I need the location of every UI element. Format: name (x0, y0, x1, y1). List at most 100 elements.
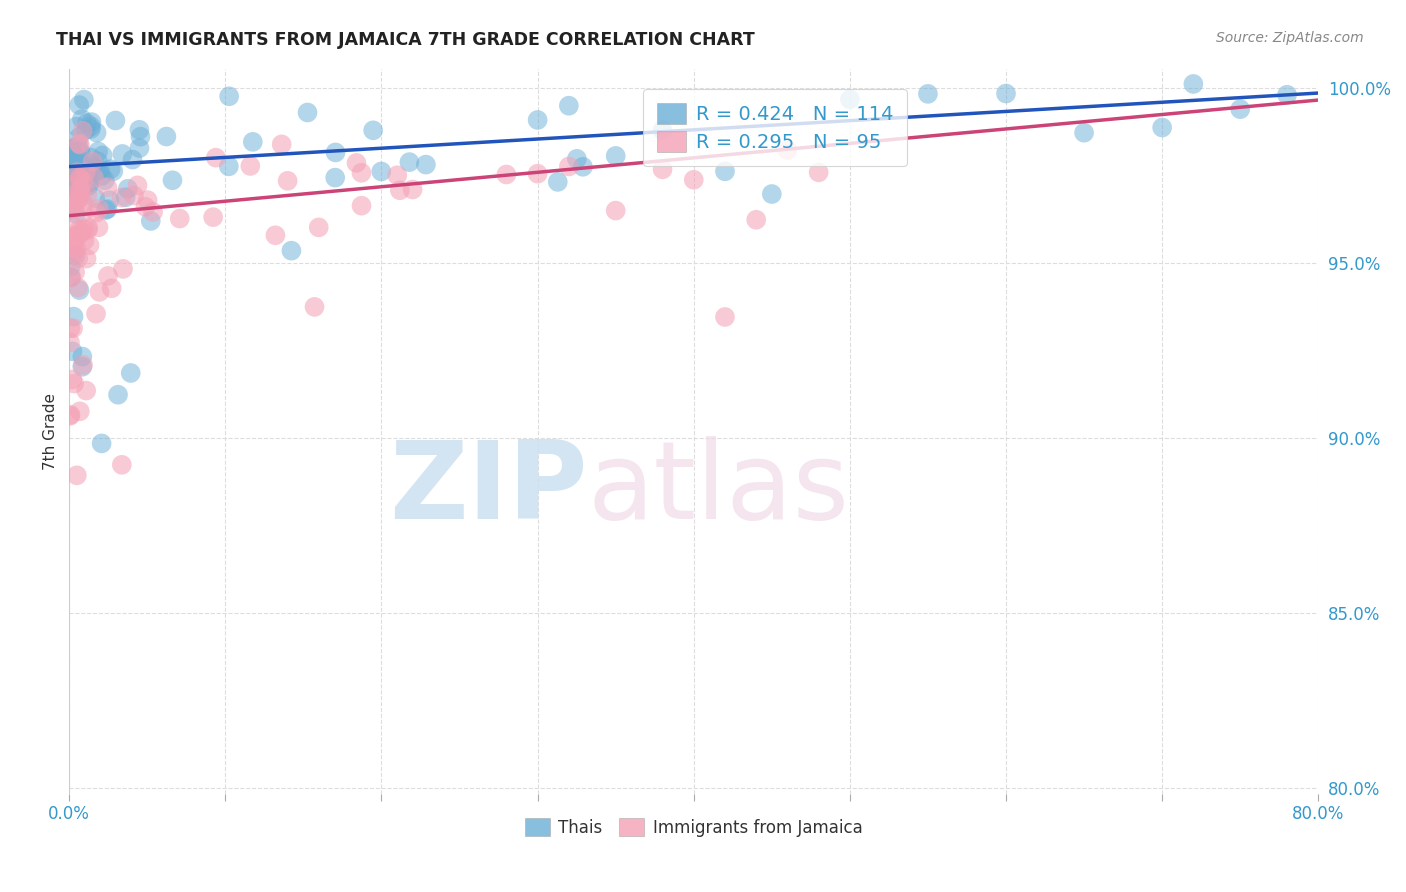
Point (73, 234, 96, 248)
Point (66, 165, 89, 179)
Point (62, 321, 84, 335)
Point (87, 145, 110, 159)
Point (62, 247, 84, 261)
Point (59, 181, 82, 195)
Point (398, 155, 420, 169)
Point (72, 358, 94, 372)
Point (59, 188, 82, 202)
Point (114, 190, 136, 204)
Point (65, 242, 87, 256)
Point (83, 170, 105, 185)
Point (169, 211, 191, 226)
Point (73, 163, 96, 178)
Point (87, 154, 110, 169)
Point (89, 285, 111, 299)
Point (110, 190, 132, 204)
Point (297, 105, 319, 120)
Point (96, 202, 118, 216)
Point (70, 166, 93, 180)
Text: atlas: atlas (588, 436, 849, 542)
Point (605, 149, 627, 163)
Point (387, 168, 409, 182)
Point (838, 92, 860, 106)
Point (65, 120, 87, 134)
Point (111, 147, 134, 161)
Point (128, 122, 150, 136)
Point (97, 268, 120, 283)
Point (75, 123, 97, 137)
Point (91, 148, 114, 162)
Point (415, 158, 437, 172)
Point (59, 191, 82, 205)
Point (77, 161, 100, 176)
Point (558, 160, 581, 174)
Point (72, 124, 94, 138)
Point (495, 168, 517, 182)
Point (129, 129, 152, 144)
Point (89, 163, 111, 178)
Point (60, 145, 83, 159)
Point (218, 89, 240, 103)
Point (67, 136, 90, 151)
Point (69, 404, 91, 418)
Point (72, 206, 94, 220)
Point (558, 99, 581, 113)
Point (80, 115, 103, 129)
Point (69, 172, 91, 186)
Point (73, 93, 96, 107)
Point (120, 366, 142, 380)
Point (121, 153, 143, 167)
Point (995, 87, 1018, 101)
Point (63, 177, 86, 191)
Point (82, 154, 104, 169)
Point (270, 137, 292, 152)
Point (67, 188, 90, 202)
Point (59, 203, 82, 218)
Point (63, 241, 86, 255)
Point (111, 261, 134, 276)
Point (63, 376, 86, 391)
Point (103, 164, 125, 178)
Point (75, 165, 97, 179)
Point (1275, 87, 1298, 102)
Point (86, 164, 108, 178)
Point (605, 203, 627, 218)
Point (72, 174, 94, 188)
Point (346, 156, 368, 170)
Point (239, 159, 262, 173)
Point (76, 187, 98, 202)
Text: THAI VS IMMIGRANTS FROM JAMAICA 7TH GRADE CORRELATION CHART: THAI VS IMMIGRANTS FROM JAMAICA 7TH GRAD… (56, 31, 755, 49)
Point (76, 168, 98, 182)
Point (65, 207, 87, 221)
Point (761, 187, 783, 202)
Point (134, 200, 156, 214)
Point (77, 178, 100, 193)
Point (59, 171, 82, 186)
Point (547, 175, 569, 189)
Point (155, 129, 177, 144)
Point (651, 162, 673, 177)
Point (122, 188, 145, 202)
Point (117, 182, 139, 196)
Point (350, 199, 373, 213)
Point (79, 150, 101, 164)
Point (66, 280, 89, 294)
Point (94, 202, 117, 217)
Point (1229, 102, 1251, 116)
Point (59, 409, 82, 423)
Point (70, 154, 93, 169)
Point (807, 165, 830, 179)
Y-axis label: 7th Grade: 7th Grade (44, 392, 58, 469)
Point (69, 222, 91, 236)
Point (70, 186, 93, 201)
Point (65, 228, 87, 243)
Point (1073, 126, 1095, 140)
Point (745, 212, 768, 227)
Point (350, 166, 373, 180)
Point (62, 237, 84, 252)
Point (63, 199, 86, 213)
Point (59, 321, 82, 335)
Point (370, 164, 392, 178)
Point (69, 137, 91, 152)
Point (66, 188, 89, 202)
